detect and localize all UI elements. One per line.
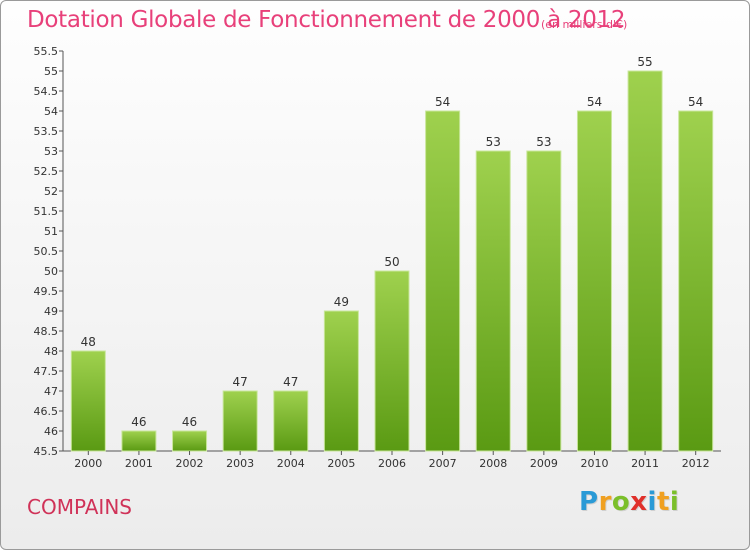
bar-2005 <box>323 310 359 452</box>
unit-note: (en milliers d'€) <box>541 18 628 31</box>
bar-2002 <box>172 430 208 452</box>
data-label-2005: 49 <box>334 295 349 309</box>
data-label-2010: 54 <box>587 95 602 109</box>
bar-2006 <box>374 270 410 452</box>
data-label-2012: 54 <box>688 95 703 109</box>
y-tick-label: 47 <box>44 385 58 398</box>
data-label-2008: 53 <box>486 135 501 149</box>
logo-letter: P <box>579 487 599 517</box>
logo-letter: r <box>598 487 612 517</box>
x-tick-label-2012: 2012 <box>682 457 710 470</box>
logo-letter: t <box>656 487 670 517</box>
logo-letter: x <box>630 487 648 517</box>
x-tick-label-2001: 2001 <box>125 457 153 470</box>
data-label-2001: 46 <box>131 415 146 429</box>
data-label-2003: 47 <box>233 375 248 389</box>
x-tick-label-2011: 2011 <box>631 457 659 470</box>
x-tick-label-2003: 2003 <box>226 457 254 470</box>
chart-title: Dotation Globale de Fonctionnement de 20… <box>27 7 626 33</box>
y-tick-label: 48.5 <box>34 325 59 338</box>
y-tick-label: 55.5 <box>34 45 59 58</box>
proxiti-logo: Proxiti <box>579 487 679 517</box>
bar-2003 <box>222 390 258 452</box>
y-tick-label: 55 <box>44 65 58 78</box>
data-label-2004: 47 <box>283 375 298 389</box>
y-tick-label: 53 <box>44 145 58 158</box>
x-tick-label-2005: 2005 <box>327 457 355 470</box>
bar-2001 <box>121 430 157 452</box>
x-tick-label-2000: 2000 <box>74 457 102 470</box>
x-tick-label-2004: 2004 <box>277 457 305 470</box>
y-tick-label: 52 <box>44 185 58 198</box>
data-label-2007: 54 <box>435 95 450 109</box>
x-tick-label-2010: 2010 <box>580 457 608 470</box>
y-tick-label: 49.5 <box>34 285 59 298</box>
y-tick-label: 52.5 <box>34 165 59 178</box>
y-tick-label: 50.5 <box>34 245 59 258</box>
x-tick-labels: 2000 2001 2002 2003 2004 2005 2006 2007 2008 2009… <box>74 451 710 470</box>
bar-2008 <box>475 150 511 452</box>
x-tick-label-2008: 2008 <box>479 457 507 470</box>
y-tick-label: 46.5 <box>34 405 59 418</box>
y-tick-label: 46 <box>44 425 58 438</box>
bar-2010 <box>576 110 612 452</box>
y-tick-label: 51 <box>44 225 58 238</box>
x-tick-label-2009: 2009 <box>530 457 558 470</box>
data-label-2002: 46 <box>182 415 197 429</box>
y-tick-label: 50 <box>44 265 58 278</box>
y-tick-label: 45.5 <box>34 445 59 458</box>
y-tick-label: 47.5 <box>34 365 59 378</box>
bars: 48 46 46 47 47 49 50 54 53 53 54 55 54 <box>70 55 714 452</box>
x-tick-label-2002: 2002 <box>176 457 204 470</box>
y-ticks: 45.5 46 46.5 47 47.5 48 48.5 49 49.5 50 50.5 51 51.5… <box>34 45 63 458</box>
bar-2009 <box>526 150 562 452</box>
bar-2000 <box>70 350 106 452</box>
y-tick-label: 53.5 <box>34 125 59 138</box>
bar-2007 <box>425 110 461 452</box>
bar-2004 <box>273 390 309 452</box>
y-tick-label: 48 <box>44 345 58 358</box>
logo-letter: i <box>647 487 657 517</box>
data-label-2011: 55 <box>637 55 652 69</box>
data-label-2000: 48 <box>81 335 96 349</box>
y-tick-label: 51.5 <box>34 205 59 218</box>
y-tick-label: 49 <box>44 305 58 318</box>
x-tick-label-2007: 2007 <box>429 457 457 470</box>
y-tick-label: 54.5 <box>34 85 59 98</box>
bar-2011 <box>627 70 663 452</box>
data-label-2009: 53 <box>536 135 551 149</box>
commune-name: COMPAINS <box>27 495 132 519</box>
data-label-2006: 50 <box>384 255 399 269</box>
x-tick-label-2006: 2006 <box>378 457 406 470</box>
y-tick-label: 54 <box>44 105 58 118</box>
logo-letter: o <box>611 487 631 517</box>
bar-2012 <box>678 110 714 452</box>
logo-letter: i <box>669 487 680 517</box>
